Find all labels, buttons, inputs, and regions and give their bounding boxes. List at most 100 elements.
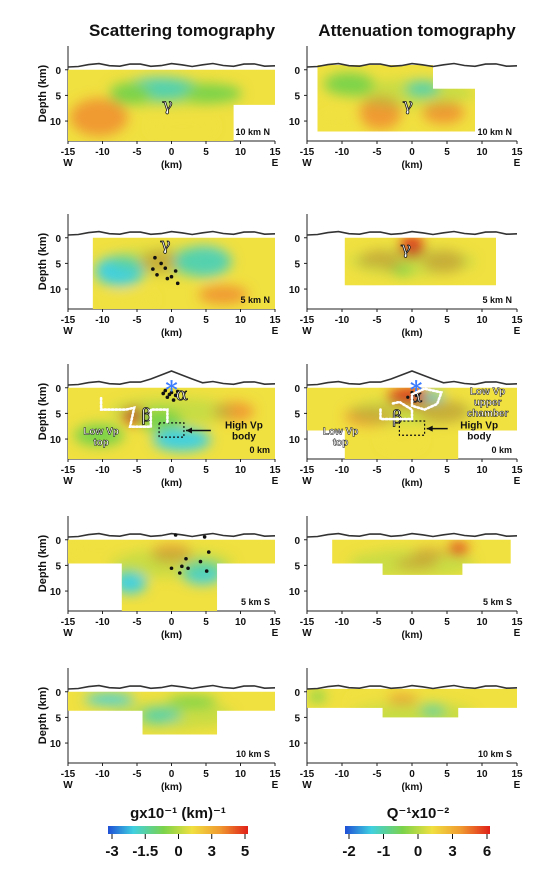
colorbar-tick-label: 6 <box>483 843 491 860</box>
x-axis-label: (km) <box>161 478 182 489</box>
earthquake-dot <box>161 391 166 396</box>
x-tick-label: 10 <box>235 465 247 476</box>
profile-label: 5 km S <box>241 597 270 607</box>
profile-label: 5 km N <box>240 295 270 305</box>
profile-label: 10 km S <box>478 749 512 759</box>
x-axis-label: (km) <box>401 782 422 793</box>
y-tick-label: 5 <box>294 409 300 420</box>
anomaly-blob <box>321 114 356 130</box>
x-tick-label: -5 <box>373 769 382 780</box>
earthquake-dot <box>204 569 209 573</box>
x-tick-label: 15 <box>511 315 523 326</box>
x-tick-label: -5 <box>133 617 142 628</box>
y-tick-label: 10 <box>289 435 301 446</box>
low-vp-top-label: Low Vp <box>83 426 119 437</box>
x-tick-label: 15 <box>511 147 523 158</box>
gamma-label: γ <box>402 95 413 116</box>
upper-chamber-outline <box>410 387 444 411</box>
x-tick-label: -15 <box>300 315 315 326</box>
profile-label: 0 km <box>491 445 512 455</box>
earthquake-dot <box>186 566 190 571</box>
x-tick-label: -5 <box>133 465 142 476</box>
colorbar-attenuation-title: Q⁻¹x10⁻² <box>387 805 450 822</box>
y-tick-label: 5 <box>294 259 300 270</box>
tomography-field <box>332 539 511 575</box>
east-label: E <box>272 326 279 337</box>
topography-line <box>67 62 276 68</box>
x-tick-label: -15 <box>61 147 76 158</box>
topography-line <box>67 370 276 386</box>
x-tick-label: 10 <box>235 769 247 780</box>
x-tick-label: -10 <box>335 315 350 326</box>
x-tick-label: -15 <box>300 465 315 476</box>
earthquake-dot <box>155 273 159 277</box>
y-tick-label: 10 <box>289 739 301 750</box>
low-vp-upper-chamber-label: chamber <box>467 408 509 419</box>
x-tick-label: 0 <box>169 465 175 476</box>
colorbar-tick-label: 3 <box>448 843 456 860</box>
anomaly-blob <box>148 117 215 137</box>
x-tick-label: -5 <box>133 147 142 158</box>
earthquake-dot <box>171 398 176 402</box>
east-label: E <box>514 780 521 791</box>
anomaly-blob <box>74 541 124 557</box>
x-tick-label: 5 <box>203 769 209 780</box>
topography-line <box>306 684 518 690</box>
earthquake-dot <box>165 395 170 400</box>
low-vp-top-label: top <box>93 437 109 448</box>
x-tick-label: 5 <box>444 769 450 780</box>
earthquake-dot <box>163 266 168 270</box>
low-vp-upper-chamber-label: upper <box>474 397 502 408</box>
colorbar-tick-label: 5 <box>241 843 249 860</box>
x-tick-label: 10 <box>235 315 247 326</box>
y-tick-label: 10 <box>289 587 301 598</box>
x-tick-label: -15 <box>61 617 76 628</box>
arrow-head-icon <box>185 427 192 434</box>
colorbar-scattering-title: gx10⁻¹ (km)⁻¹ <box>130 805 226 822</box>
y-axis-label: Depth (km) <box>37 686 49 744</box>
profile-label: 0 km <box>249 445 270 455</box>
colorbar-tick-label: -1 <box>377 843 390 860</box>
x-tick-label: 10 <box>476 315 488 326</box>
topography-line <box>306 230 518 236</box>
earthquake-dot <box>169 274 174 279</box>
y-tick-label: 5 <box>55 409 61 420</box>
earthquake-dot <box>206 550 211 554</box>
east-label: E <box>514 476 521 487</box>
x-tick-label: 15 <box>269 465 281 476</box>
earthquake-dot <box>165 276 170 281</box>
topography-line <box>67 230 276 236</box>
x-axis-label: (km) <box>161 328 182 339</box>
y-tick-label: 10 <box>50 739 62 750</box>
low-vp-top-label: top <box>333 437 349 448</box>
y-tick-label: 10 <box>289 117 301 128</box>
earthquake-dot <box>173 393 178 398</box>
x-tick-label: -5 <box>133 315 142 326</box>
y-tick-label: 5 <box>55 561 61 572</box>
earthquake-dot <box>414 393 418 397</box>
high-vp-body-outline <box>398 420 426 436</box>
east-label: E <box>514 628 521 639</box>
x-axis-label: (km) <box>161 160 182 171</box>
alpha-label: α <box>176 384 188 405</box>
y-tick-label: 10 <box>50 117 62 128</box>
x-tick-label: 5 <box>203 315 209 326</box>
panel-r5-scattering: Depth (km) 0 5 10 -15 -10 -5 0 5 10 15 W E (km) 10 km … <box>37 668 281 793</box>
y-tick-label: 0 <box>55 234 61 245</box>
anomaly-blob <box>309 690 326 703</box>
x-tick-label: -5 <box>373 315 382 326</box>
x-axis-label: (km) <box>401 630 422 641</box>
high-vp-body-outline <box>158 422 185 438</box>
y-axis-label: Depth (km) <box>37 382 49 440</box>
y-axis-label: Depth (km) <box>37 232 49 290</box>
colorbar-tick-label: 0 <box>414 843 422 860</box>
y-tick-label: 0 <box>294 536 300 547</box>
x-tick-label: -15 <box>300 769 315 780</box>
east-label: E <box>514 158 521 169</box>
low-vp-top-label: Low Vp <box>323 426 359 437</box>
x-tick-label: 15 <box>511 769 523 780</box>
earthquake-dot <box>173 269 178 273</box>
west-label: W <box>63 158 73 169</box>
x-tick-label: -10 <box>335 617 350 628</box>
west-label: W <box>63 628 73 639</box>
